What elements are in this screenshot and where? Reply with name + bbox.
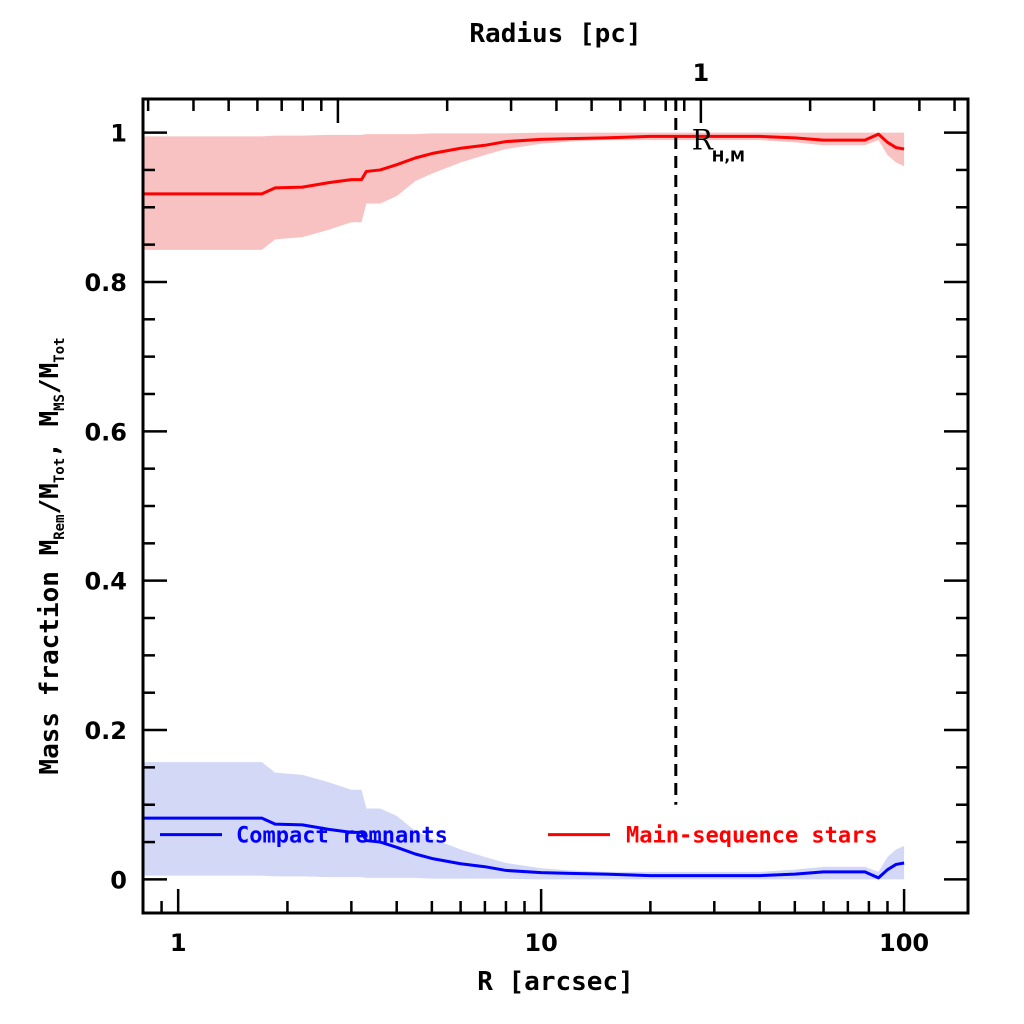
plot-frame [141, 97, 970, 915]
y-title-sub2b: Tot [52, 337, 68, 362]
y-tick-label: 0.4 [84, 568, 127, 596]
half-mass-radius-label-sub: H,M [712, 148, 745, 166]
y-title-lead: Mass fraction [35, 555, 65, 774]
line-compact-remnants [143, 816, 905, 880]
y-title-m2: M [35, 411, 65, 427]
legend: Compact remnants Main-sequence stars [160, 824, 878, 849]
y-title-sub1: Rem [52, 514, 68, 539]
band-main-sequence-stars [143, 132, 905, 250]
y-tick-label: 0 [110, 866, 127, 894]
y-title-sub2: MS [52, 394, 68, 411]
y-tick-label: 0.6 [84, 418, 127, 446]
y-title-m1: M [35, 540, 65, 556]
axis-tick-labels: 11010011000.20.40.60.81 [84, 59, 929, 957]
y-title-sub1b: Tot [52, 458, 68, 483]
uncertainty-bands [143, 132, 905, 880]
y-title-slash1: /M [35, 483, 65, 514]
axis-ticks [141, 99, 968, 913]
y-tick-label: 1 [110, 120, 127, 148]
half-mass-radius-label-main: R [692, 124, 714, 157]
top-tick-label: 1 [693, 59, 710, 87]
x-tick-label: 100 [879, 929, 929, 957]
line-main-sequence-stars [143, 132, 905, 196]
x-tick-label: 1 [170, 929, 187, 957]
top-axis-title: Radius [pc] [469, 19, 641, 49]
y-title-comma: , [35, 427, 65, 458]
legend-label-compact-remnants: Compact remnants [236, 824, 448, 849]
band-compact-remnants [143, 762, 905, 880]
x-axis-title: R [arcsec] [477, 967, 634, 997]
half-mass-radius-label: R H,M [692, 124, 745, 166]
y-tick-label: 0.2 [84, 717, 127, 745]
legend-label-main-sequence-stars: Main-sequence stars [626, 824, 878, 849]
x-tick-label: 10 [524, 929, 557, 957]
y-title-slash2: /M [35, 363, 65, 394]
series-lines [143, 132, 905, 880]
y-tick-label: 0.8 [84, 269, 127, 297]
y-axis-title: Mass fraction MRem/MTot, MMS/MTot [35, 337, 68, 774]
